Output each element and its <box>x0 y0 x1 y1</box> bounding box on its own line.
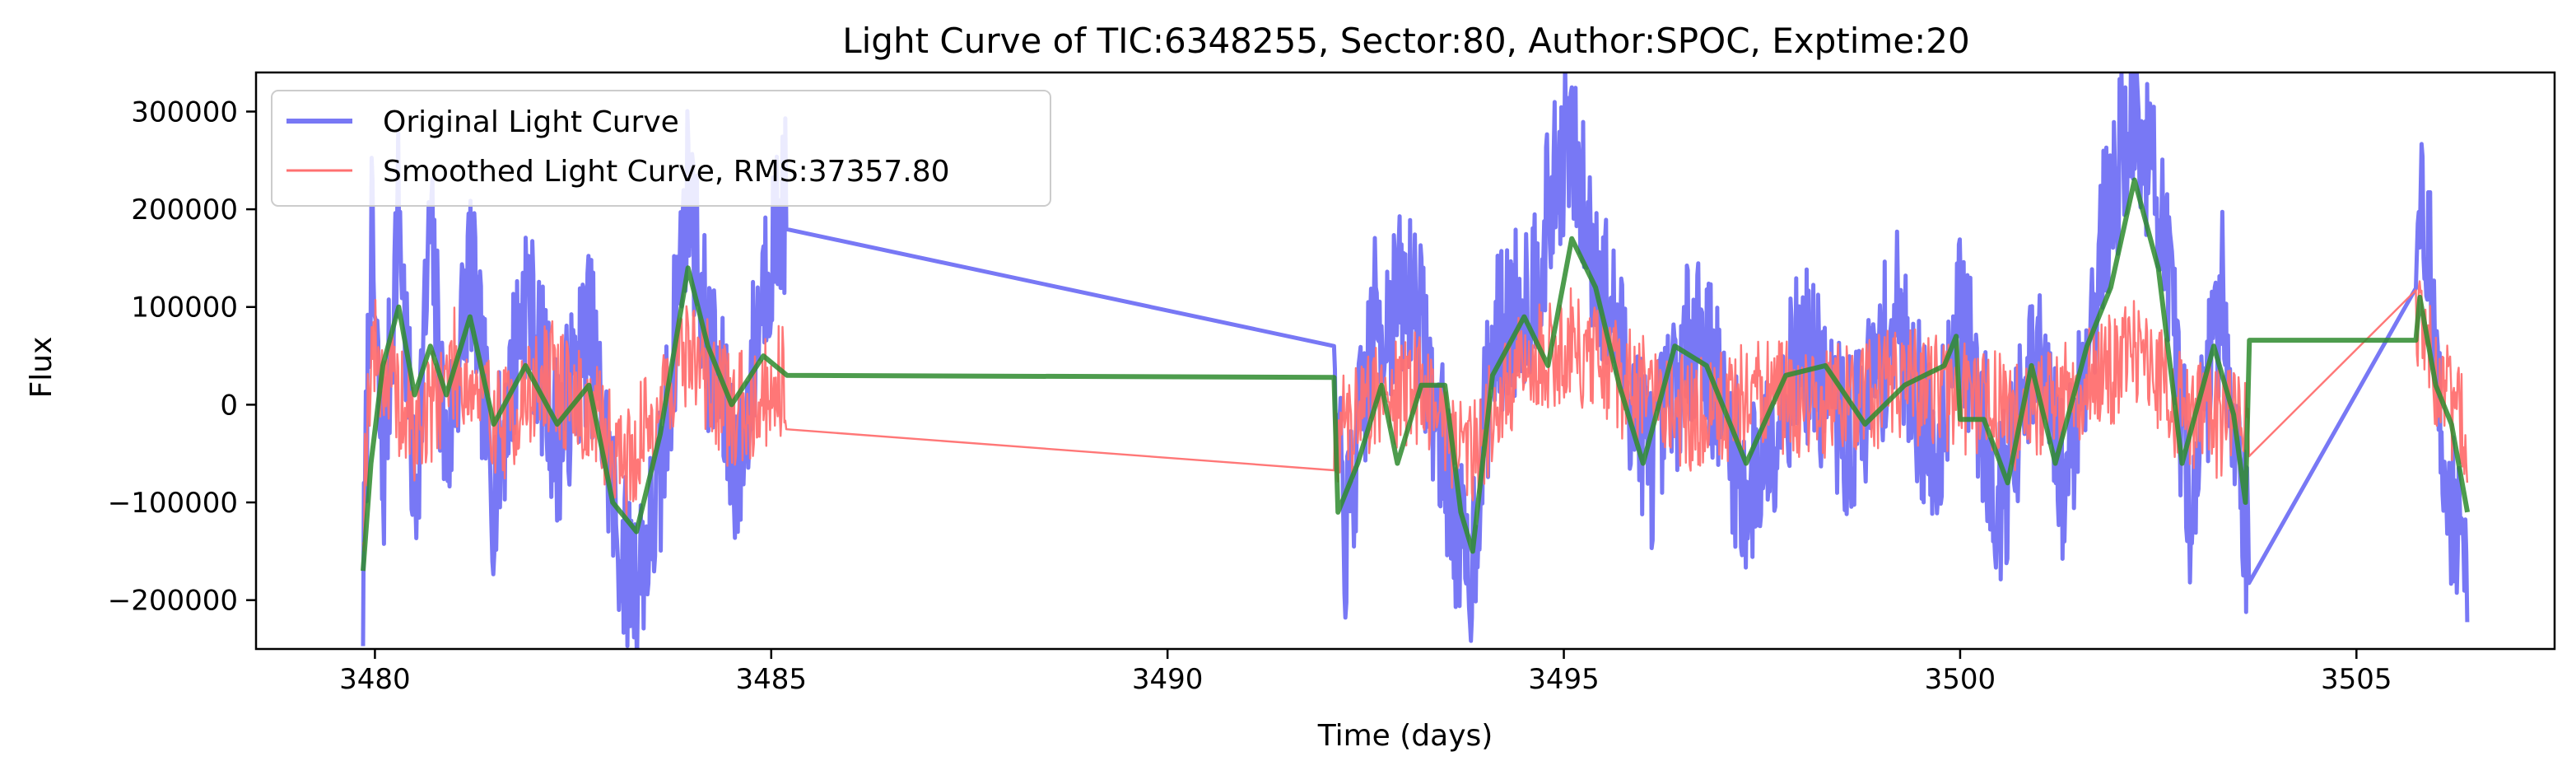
x-tick-label: 3500 <box>1925 663 1996 696</box>
ticks-layer: 3480 3485 3490 3495 3500 3505 −200000 −100000 0 1… <box>108 96 2392 696</box>
x-tick-label: 3505 <box>2321 663 2392 696</box>
plot-frame <box>254 71 2556 651</box>
x-axis-label: Time (days) <box>1317 719 1493 753</box>
x-tick-label: 3490 <box>1132 663 1204 696</box>
legend-box <box>271 90 1051 207</box>
x-tick-label: 3495 <box>1528 663 1600 696</box>
y-tick-label: −200000 <box>108 585 238 618</box>
legend-label-smoothed: Smoothed Light Curve, RMS:37357.80 <box>383 155 950 189</box>
chart-title: Light Curve of TIC:6348255, Sector:80, A… <box>842 21 1970 61</box>
y-tick-label: −100000 <box>108 487 238 520</box>
legend-label-original: Original Light Curve <box>383 105 679 139</box>
series-trend-line <box>361 177 2471 572</box>
x-tick-label: 3480 <box>339 663 411 696</box>
legend: Original Light Curve Smoothed Light Curv… <box>271 90 1051 207</box>
y-axis-label: Flux <box>25 337 58 399</box>
y-tick-label: 0 <box>220 389 238 422</box>
series-layer <box>361 72 2471 649</box>
y-tick-label: 200000 <box>131 194 238 226</box>
y-tick-label: 300000 <box>131 96 238 128</box>
y-tick-label: 100000 <box>131 292 238 324</box>
x-tick-label: 3485 <box>736 663 808 696</box>
